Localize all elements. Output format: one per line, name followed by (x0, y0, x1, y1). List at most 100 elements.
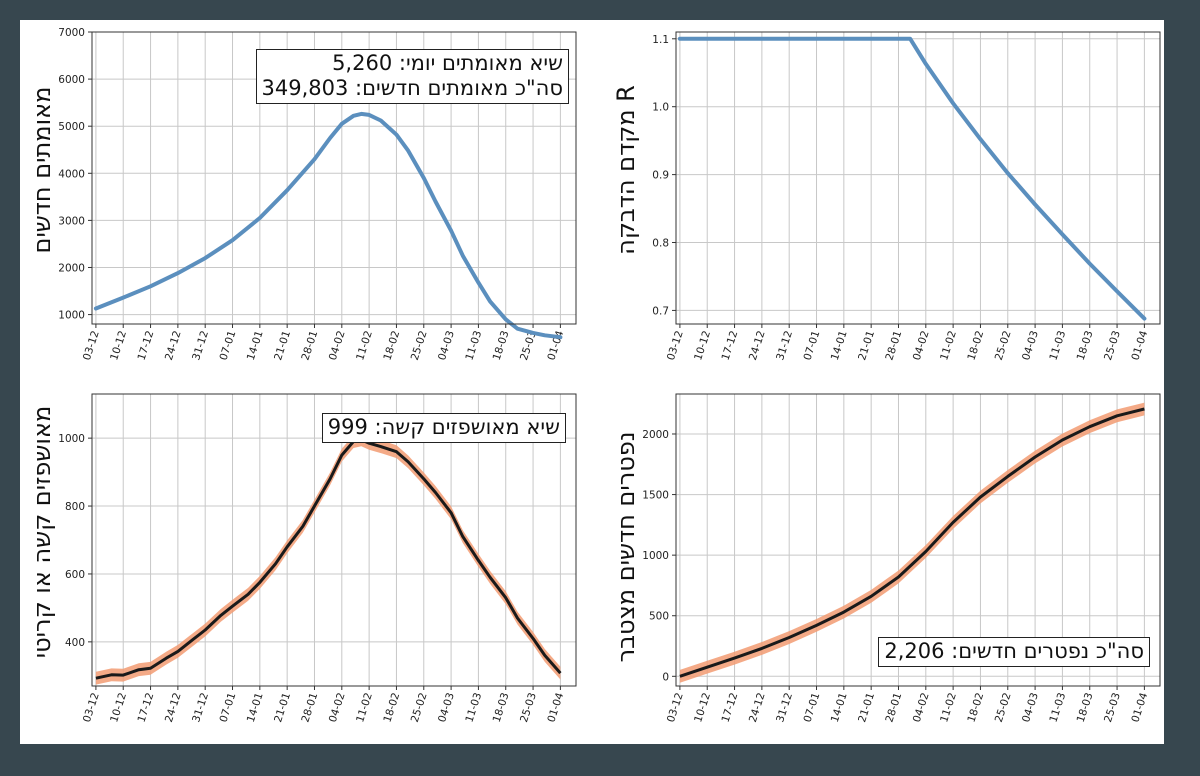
total-annotation: סה"כ נפטרים חדשים: 2,206 (878, 637, 1150, 667)
x-tick-label: 18-02 (381, 691, 402, 724)
x-tick-label: 25-02 (993, 691, 1014, 724)
x-tick-label: 17-12 (136, 329, 157, 362)
x-tick-label: 04-03 (436, 691, 457, 724)
y-axis-label: מקדם הדבקה R (612, 85, 640, 255)
x-tick-label: 21-01 (272, 329, 293, 362)
x-tick-label: 11-02 (938, 691, 959, 724)
x-tick-label: 11-03 (463, 691, 484, 724)
annotation-line-peak: שיא מאומתים יומי: 5,260 (332, 51, 563, 75)
y-tick-label: 600 (65, 569, 85, 581)
x-tick-label: 14-01 (829, 329, 850, 362)
y-axis-label: מאושפזים קשה או קריטי (28, 405, 56, 659)
x-tick-label: 25-02 (993, 329, 1014, 362)
x-tick-label: 07-01 (802, 329, 823, 362)
x-tick-label: 18-02 (381, 329, 402, 362)
y-tick-label: 1500 (642, 490, 669, 502)
y-tick-label: 1000 (642, 550, 669, 562)
y-axis-label: נפטרים חדשים מצטבר (612, 431, 640, 663)
plot-frame (675, 393, 1161, 687)
x-tick-label: 10-12 (108, 691, 129, 724)
x-tick-label: 28-01 (299, 329, 320, 362)
series-line (679, 407, 1145, 678)
y-tick-label: 800 (65, 501, 85, 513)
series-band (679, 402, 1145, 683)
chart-cumulative-deaths: 03-12 10-12 17-12 24-12 31-12 07-01 14-01 21-01… (604, 382, 1164, 744)
x-tick-label: 21-01 (856, 691, 877, 724)
y-tick-label: 0.7 (652, 305, 669, 317)
x-tick-label: 21-01 (856, 329, 877, 362)
series-band (95, 433, 561, 685)
y-tick-label: 1000 (58, 310, 85, 322)
peak-annotation: שיא מאושפזים קשה: 999 (321, 413, 566, 443)
x-tick-label: 24-12 (747, 691, 768, 724)
y-tick-label: 4000 (58, 168, 85, 180)
x-tick-label: 28-01 (883, 329, 904, 362)
x-tick-label: 11-02 (354, 691, 375, 724)
x-tick-label: 28-01 (883, 691, 904, 724)
x-tick-label: 03-12 (665, 691, 686, 724)
chart-r-coefficient-svg: 03-12 10-12 17-12 24-12 31-12 07-01 14-01 21-01… (652, 31, 1161, 362)
x-tick-label: 24-12 (163, 329, 184, 362)
x-tick-label: 10-12 (692, 691, 713, 724)
x-tick-label: 17-12 (720, 329, 741, 362)
y-tick-label: 3000 (58, 215, 85, 227)
y-tick-label: 0.9 (652, 170, 669, 182)
x-tick-label: 31-12 (190, 329, 211, 362)
x-tick-label: 25-02 (409, 691, 430, 724)
x-tick-label: 17-12 (720, 691, 741, 724)
x-tick-label: 11-02 (354, 329, 375, 362)
x-tick-label: 24-12 (747, 329, 768, 362)
x-tick-label: 31-12 (774, 691, 795, 724)
x-tick-label: 04-03 (1020, 329, 1041, 362)
y-tick-label: 5000 (58, 121, 85, 133)
series-line (95, 438, 562, 680)
plot-frame (675, 31, 1161, 325)
annotation-line-total: סה"כ נפטרים חדשים: 2,206 (884, 639, 1144, 663)
x-tick-label: 07-01 (802, 691, 823, 724)
y-tick-label: 400 (65, 637, 85, 649)
x-tick-label: 18-02 (965, 691, 986, 724)
series-line (677, 36, 1147, 321)
x-tick-label: 21-01 (272, 691, 293, 724)
x-tick-label: 14-01 (245, 691, 266, 724)
x-tick-label: 25-02 (409, 329, 430, 362)
x-tick-label: 04-02 (911, 329, 932, 362)
x-tick-label: 18-03 (491, 329, 512, 362)
y-tick-label: 1.1 (652, 34, 669, 46)
chart-r-coefficient: 03-12 10-12 17-12 24-12 31-12 07-01 14-01 21-01… (604, 20, 1164, 382)
x-tick-label: 14-01 (245, 329, 266, 362)
x-tick-label: 04-02 (327, 691, 348, 724)
x-tick-label: 01-04 (1129, 329, 1150, 362)
x-tick-label: 01-04 (545, 691, 566, 724)
y-tick-label: 6000 (58, 74, 85, 86)
y-tick-label: 500 (649, 611, 669, 623)
x-tick-label: 10-12 (692, 329, 713, 362)
x-tick-label: 18-03 (1075, 329, 1096, 362)
y-tick-label: 7000 (58, 27, 85, 39)
x-tick-label: 25-03 (1102, 691, 1123, 724)
x-tick-label: 25-03 (518, 691, 539, 724)
x-tick-label: 11-02 (938, 329, 959, 362)
x-tick-label: 04-03 (436, 329, 457, 362)
x-tick-label: 14-01 (829, 691, 850, 724)
x-tick-label: 24-12 (163, 691, 184, 724)
x-tick-label: 04-02 (911, 691, 932, 724)
chart-severe-hospitalized: 03-12 10-12 17-12 24-12 31-12 07-01 14-01 21-01… (20, 382, 580, 744)
y-axis-label: מאומתים חדשים (28, 86, 56, 254)
x-tick-label: 07-01 (218, 691, 239, 724)
x-tick-label: 31-12 (774, 329, 795, 362)
plot-frame (91, 31, 577, 325)
x-tick-label: 07-01 (218, 329, 239, 362)
figure: 03-12 10-12 17-12 24-12 31-12 07-01 14-01 21-01… (20, 20, 1164, 744)
x-tick-label: 03-12 (81, 691, 102, 724)
y-tick-label: 2000 (642, 429, 669, 441)
x-tick-label: 03-12 (665, 329, 686, 362)
x-tick-label: 31-12 (190, 691, 211, 724)
x-tick-label: 18-02 (965, 329, 986, 362)
x-tick-label: 04-03 (1020, 691, 1041, 724)
x-tick-label: 18-03 (1075, 691, 1096, 724)
series-line (93, 111, 563, 340)
x-tick-label: 28-01 (299, 691, 320, 724)
plot-frame (91, 393, 577, 687)
x-tick-label: 11-03 (1047, 329, 1068, 362)
